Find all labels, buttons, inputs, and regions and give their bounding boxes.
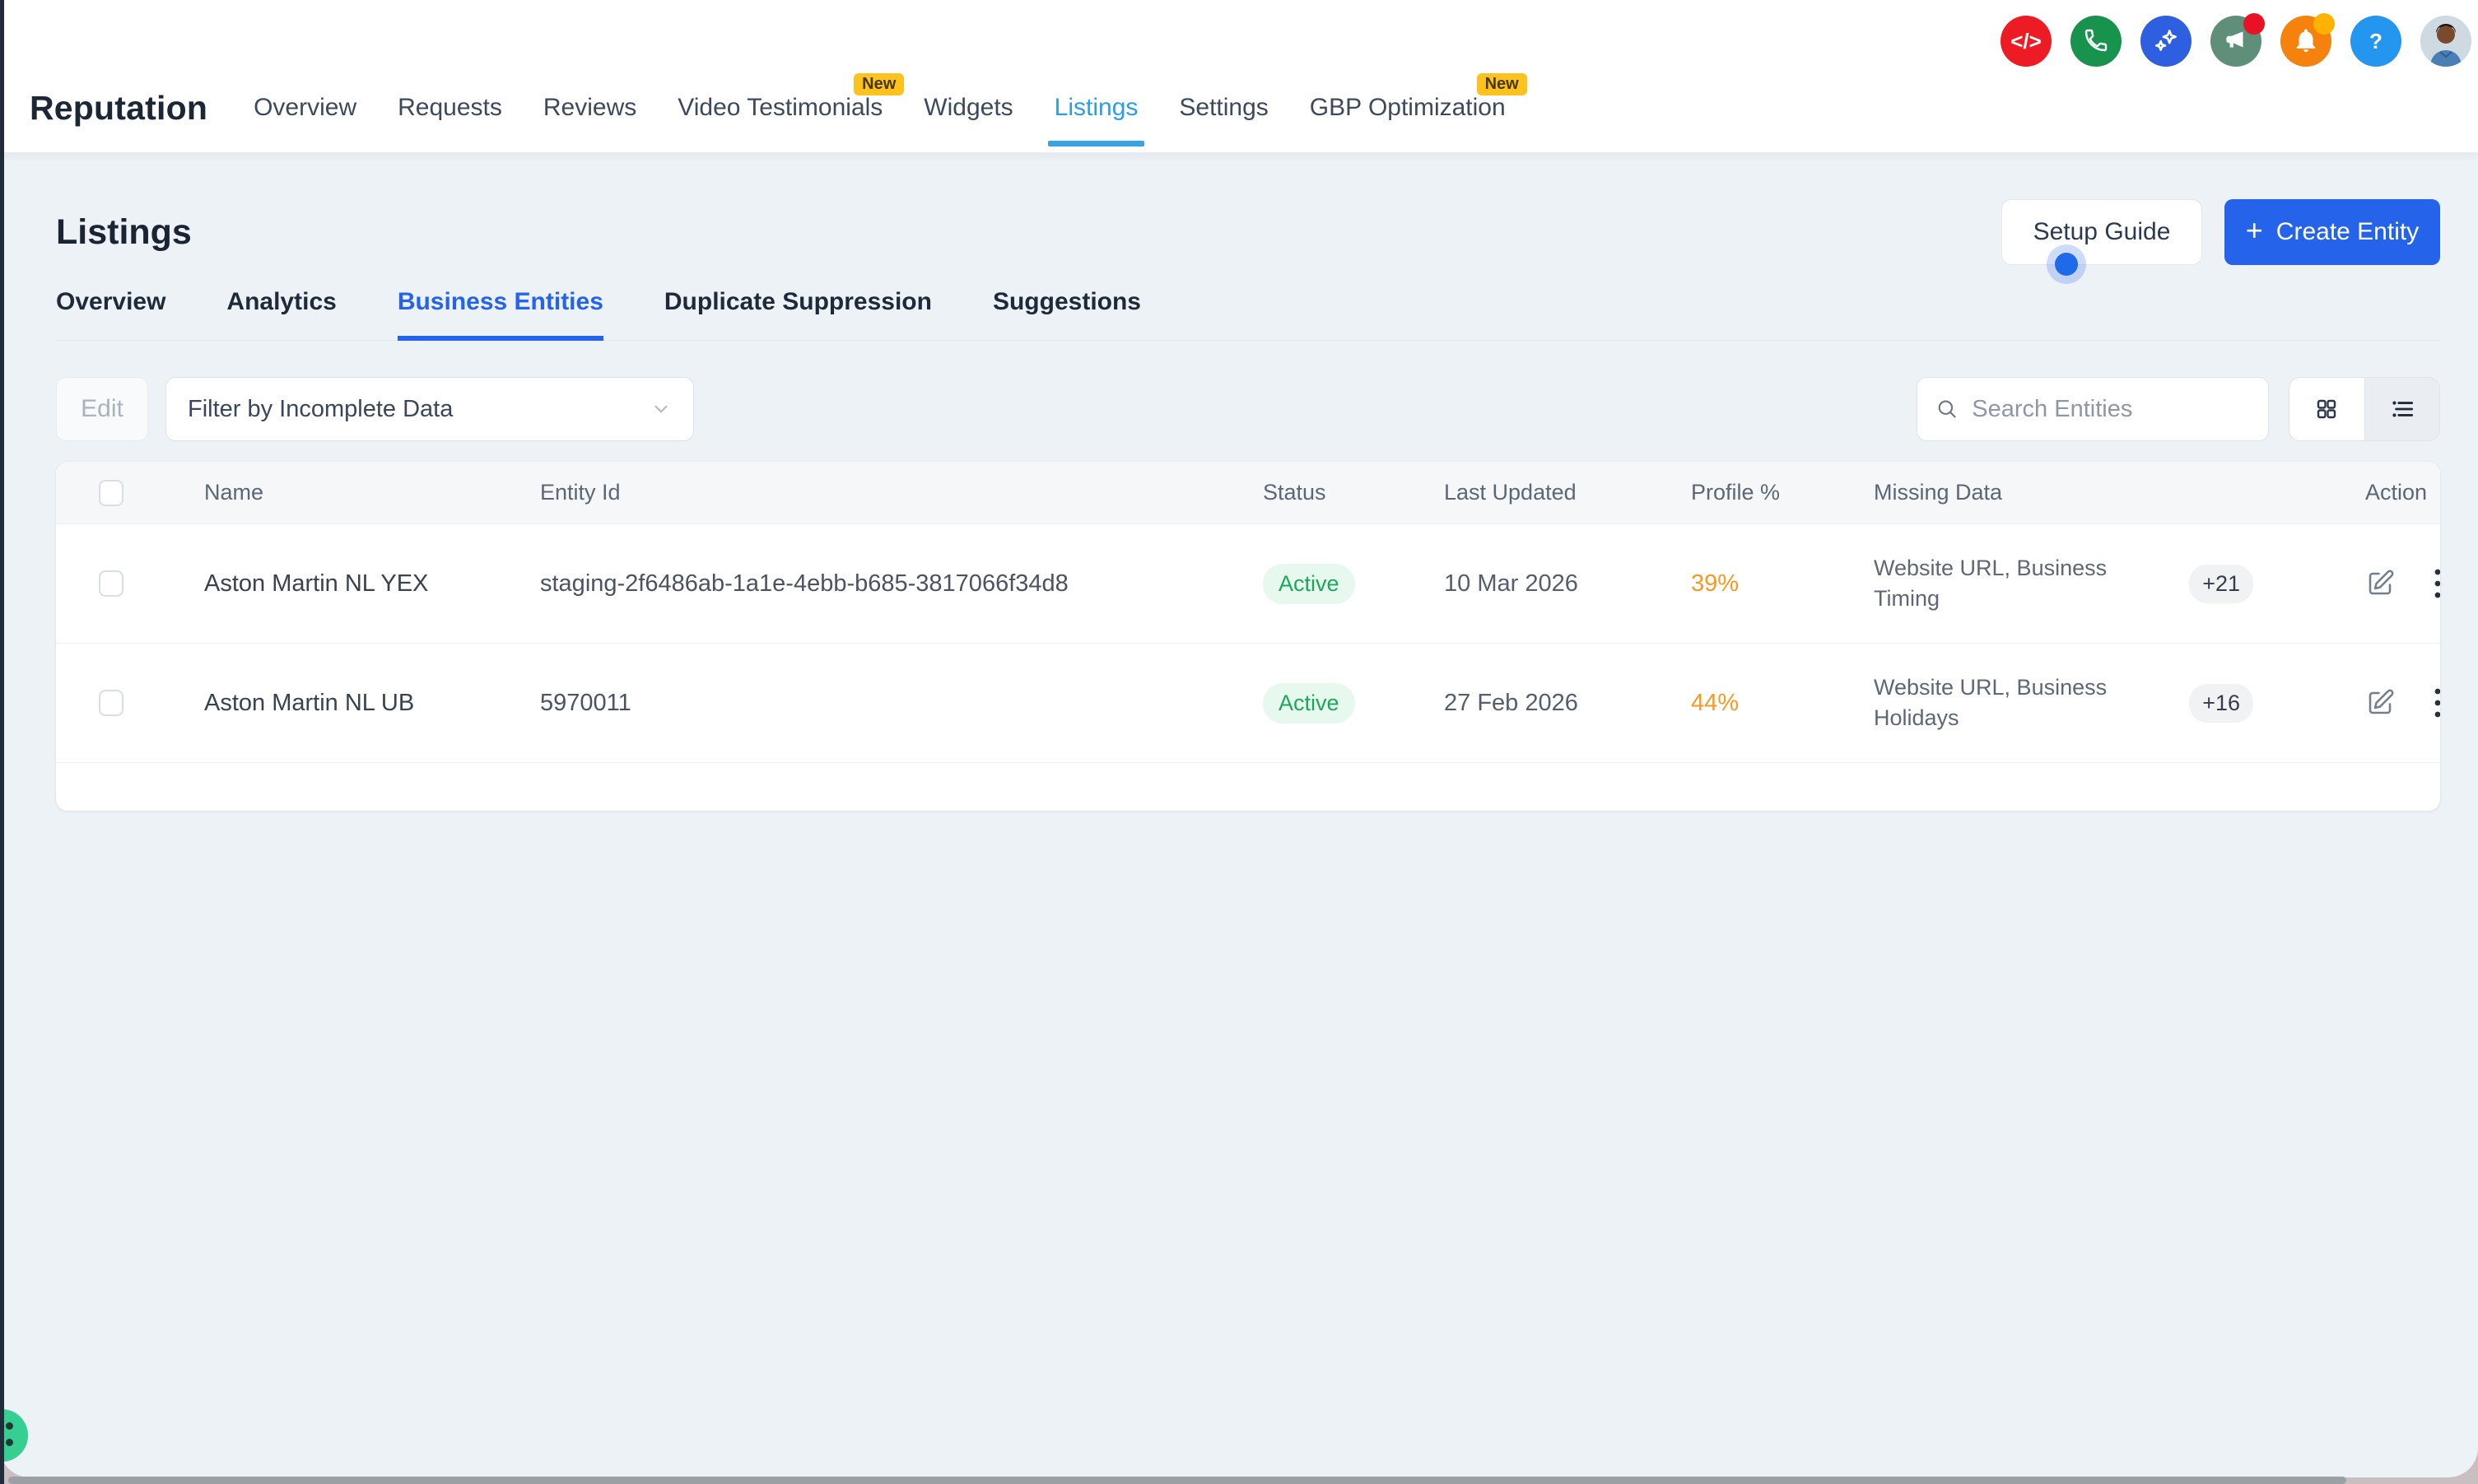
chat-fab[interactable] (0, 1409, 28, 1462)
profile-percent: 39% (1691, 570, 1740, 597)
page-title: Listings (56, 212, 192, 252)
create-entity-button[interactable]: + Create Entity (2224, 199, 2440, 265)
missing-data: Website URL, Business Holidays (1874, 675, 2108, 730)
last-updated: 27 Feb 2026 (1444, 689, 1578, 716)
status-badge: Active (1263, 563, 1355, 604)
help-icon-button[interactable]: ? (2350, 16, 2401, 67)
column-header-name: Name (204, 480, 264, 505)
alert-badge-dot (2243, 13, 2265, 35)
column-header-last-updated: Last Updated (1444, 480, 1577, 505)
grid-icon (2317, 399, 2336, 419)
entity-id: 5970011 (540, 689, 631, 716)
new-badge: New (1476, 73, 1527, 95)
more-count-badge[interactable]: +21 (2189, 564, 2253, 603)
table-controls: Edit Filter by Incomplete Data (56, 377, 2440, 441)
column-header-entity-id: Entity Id (540, 480, 621, 505)
row-checkbox[interactable] (99, 570, 123, 597)
grid-view-button[interactable] (2289, 378, 2364, 440)
search-icon (1938, 400, 1956, 418)
list-view-button[interactable] (2364, 378, 2439, 440)
new-badge: New (854, 73, 905, 95)
list-icon (2392, 401, 2413, 417)
utility-bar: </> (2001, 13, 2471, 67)
nav-item-widgets[interactable]: Widgets (924, 94, 1013, 121)
megaphone-icon (2222, 26, 2250, 57)
row-menu-button[interactable] (2433, 567, 2440, 600)
main-content: Listings Setup Guide + Create Entity Ove… (0, 199, 2478, 811)
chat-fab-icon (6, 1422, 13, 1430)
last-updated: 10 Mar 2026 (1444, 570, 1578, 597)
onboarding-pulse-dot (2055, 253, 2078, 276)
table-header: Name Entity Id Status Last Updated Profi… (56, 462, 2440, 524)
nav-item-overview[interactable]: Overview (254, 94, 357, 121)
edit-entity-button[interactable] (2365, 688, 2395, 718)
bell-icon-button[interactable] (2280, 13, 2335, 67)
row-checkbox[interactable] (99, 690, 123, 716)
user-avatar[interactable] (2420, 16, 2471, 67)
column-header-action: Action (2365, 480, 2428, 505)
table-row: Aston Martin NL YEX staging-2f6486ab-1a1… (56, 524, 2440, 644)
entity-name: Aston Martin NL YEX (204, 570, 429, 597)
entity-id: staging-2f6486ab-1a1e-4ebb-b685-3817066f… (540, 570, 1069, 597)
column-header-profile-pct: Profile % (1691, 480, 1781, 505)
bell-icon (2292, 26, 2320, 57)
sparkles-icon (2152, 26, 2180, 57)
nav-item-reviews[interactable]: Reviews (543, 94, 637, 121)
search-box (1917, 377, 2269, 441)
nav-item-video-testimonials[interactable]: Video Testimonials New (678, 63, 905, 153)
question-mark-icon: ? (2369, 28, 2383, 53)
edit-icon (2369, 570, 2394, 595)
more-count-badge[interactable]: +16 (2189, 683, 2253, 723)
search-input[interactable] (1972, 395, 2250, 423)
profile-percent: 44% (1691, 689, 1740, 716)
code-icon: </> (2010, 28, 2042, 53)
window-left-edge (0, 0, 4, 1484)
nav-item-listings[interactable]: Listings (1047, 63, 1145, 153)
kebab-icon (2434, 569, 2440, 598)
listings-tabs: Overview Analytics Business Entities Dup… (56, 288, 2440, 341)
primary-nav: Overview Requests Reviews Video Testimon… (254, 63, 1527, 153)
tab-business-entities[interactable]: Business Entities (397, 288, 603, 341)
status-badge: Active (1263, 682, 1355, 723)
edit-icon (2369, 689, 2394, 714)
tab-overview[interactable]: Overview (56, 288, 166, 315)
page-header: Listings Setup Guide + Create Entity (56, 199, 2440, 276)
top-bar: Reputation Overview Requests Reviews Vid… (0, 0, 2478, 153)
missing-data: Website URL, Business Timing (1874, 556, 2108, 611)
megaphone-icon-button[interactable] (2210, 13, 2265, 67)
tab-duplicate-suppression[interactable]: Duplicate Suppression (664, 288, 932, 315)
plus-icon: + (2245, 213, 2263, 247)
sparkles-icon-button[interactable] (2140, 16, 2192, 67)
table-footer (56, 763, 2440, 811)
code-icon-button[interactable]: </> (2001, 16, 2052, 67)
phone-icon (2083, 27, 2109, 56)
incomplete-data-filter[interactable]: Filter by Incomplete Data (165, 377, 694, 441)
notification-badge-dot (2313, 13, 2335, 35)
kebab-icon (2434, 688, 2440, 718)
brand-logo: Reputation (30, 88, 208, 127)
column-header-missing-data: Missing Data (1874, 480, 2003, 505)
horizontal-scrollbar[interactable] (8, 1477, 2346, 1484)
row-menu-button[interactable] (2433, 686, 2440, 719)
phone-icon-button[interactable] (2070, 16, 2122, 67)
nav-item-settings[interactable]: Settings (1179, 94, 1269, 121)
nav-item-gbp-optimization[interactable]: GBP Optimization New (1310, 63, 1527, 153)
tab-analytics[interactable]: Analytics (226, 288, 337, 315)
setup-guide-button[interactable]: Setup Guide (2001, 199, 2202, 276)
select-all-checkbox[interactable] (99, 479, 123, 506)
edit-button[interactable]: Edit (56, 377, 148, 441)
column-header-status: Status (1263, 480, 1326, 505)
nav-item-requests[interactable]: Requests (398, 94, 502, 121)
view-toggle (2289, 377, 2440, 441)
table-row: Aston Martin NL UB 5970011 Active 27 Feb… (56, 644, 2440, 763)
chevron-down-icon (654, 405, 668, 413)
tab-suggestions[interactable]: Suggestions (992, 288, 1141, 315)
entity-name: Aston Martin NL UB (204, 689, 415, 716)
active-nav-underline (1047, 141, 1145, 147)
entities-table: Name Entity Id Status Last Updated Profi… (56, 462, 2440, 811)
edit-entity-button[interactable] (2365, 569, 2395, 598)
